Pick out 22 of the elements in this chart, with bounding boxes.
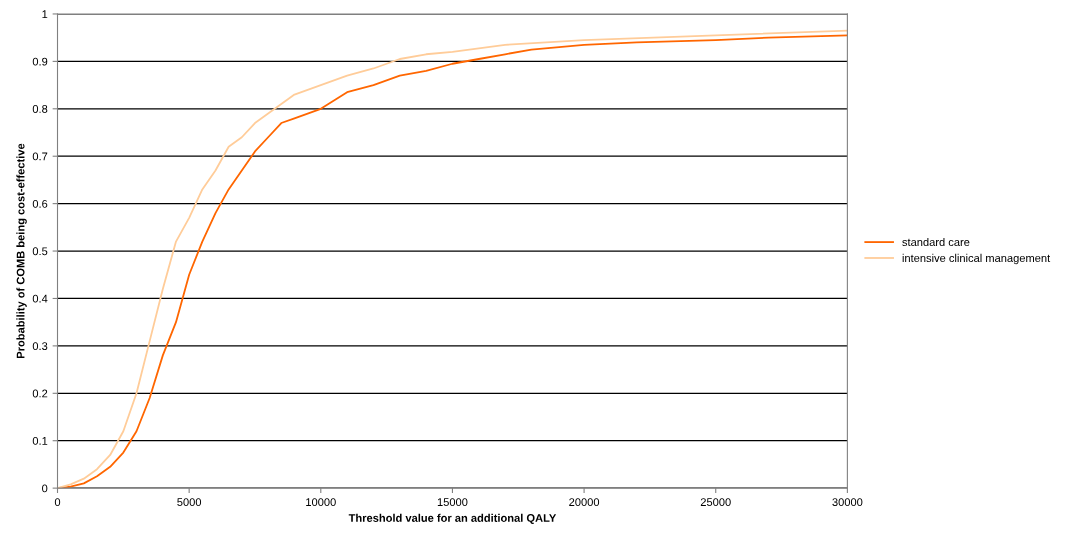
legend-label: intensive clinical management: [902, 253, 1051, 265]
y-tick-label: 0.8: [32, 105, 48, 113]
x-tick-label: 15000: [437, 498, 468, 507]
x-tick-label: 10000: [306, 498, 336, 507]
y-tick-label: 0.3: [32, 342, 48, 351]
x-tick-label: 20000: [569, 498, 600, 507]
x-tick-label: 5000: [177, 498, 202, 507]
y-tick-label: 0.4: [32, 294, 48, 303]
x-axis-title: Threshold value for an additional QALY: [348, 513, 557, 525]
x-tick-label: 30000: [832, 498, 863, 507]
y-tick-label: 0.6: [32, 199, 48, 208]
x-tick-label: 0: [54, 498, 61, 507]
y-axis-title: Probability of COMB being cost-effective: [16, 143, 27, 359]
y-tick-label: 0.2: [32, 389, 48, 398]
legend-label: standard care: [902, 237, 970, 247]
x-tick-label: 25000: [700, 498, 731, 507]
y-tick-label: 1: [42, 10, 48, 18]
y-tick-label: 0.9: [32, 57, 48, 66]
y-tick-label: 0.5: [32, 247, 48, 256]
y-tick-label: 0.1: [32, 436, 48, 445]
y-tick-label: 0: [42, 484, 48, 493]
y-tick-label: 0.7: [32, 152, 48, 161]
